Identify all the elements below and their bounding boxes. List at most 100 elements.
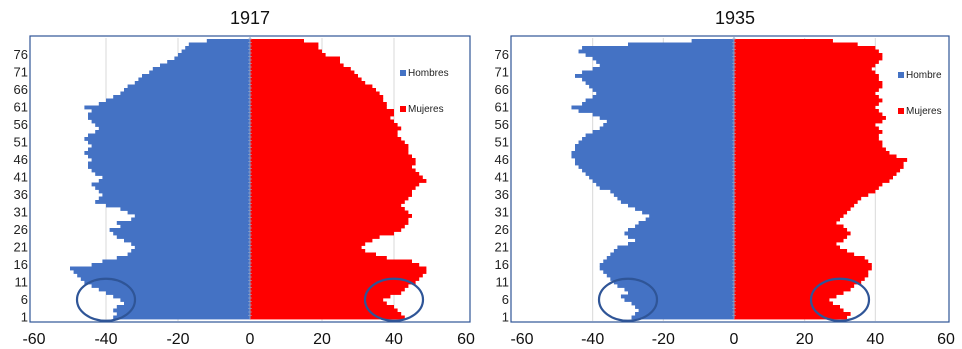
female-bar bbox=[250, 60, 340, 64]
female-bar bbox=[250, 245, 362, 250]
male-bar bbox=[88, 133, 250, 138]
male-bar bbox=[91, 168, 250, 173]
male-bar bbox=[142, 74, 250, 78]
male-bar bbox=[106, 98, 250, 103]
female-bar bbox=[734, 214, 844, 218]
male-bar bbox=[174, 56, 250, 61]
annotation-circle bbox=[809, 277, 871, 322]
male-bar bbox=[113, 95, 250, 99]
female-bar bbox=[250, 228, 402, 232]
female-bar bbox=[734, 137, 879, 141]
male-bar bbox=[610, 277, 734, 281]
x-tick-label: 0 bbox=[730, 331, 739, 348]
y-tick-label: 31 bbox=[14, 204, 28, 219]
male-bar bbox=[628, 235, 734, 239]
female-bar bbox=[250, 130, 398, 134]
male-bar bbox=[578, 49, 734, 54]
male-bar bbox=[188, 42, 250, 47]
male-bar bbox=[127, 210, 250, 215]
female-bar bbox=[250, 165, 412, 169]
male-bar bbox=[599, 116, 734, 120]
female-bar bbox=[734, 88, 879, 92]
male-bar bbox=[628, 291, 734, 295]
male-bar bbox=[88, 147, 250, 152]
female-bar bbox=[734, 270, 869, 274]
male-bar bbox=[585, 98, 734, 103]
female-bar bbox=[734, 154, 897, 159]
male-bar bbox=[635, 207, 734, 211]
male-bar bbox=[582, 137, 734, 141]
female-bar bbox=[734, 200, 858, 204]
female-bar bbox=[250, 63, 344, 68]
y-tick-label: 36 bbox=[14, 187, 28, 202]
female-bar bbox=[734, 224, 844, 229]
annotation-circle bbox=[597, 277, 659, 322]
male-bar bbox=[88, 161, 250, 166]
female-bar bbox=[734, 193, 869, 197]
legend-swatch bbox=[898, 108, 904, 114]
female-bar bbox=[734, 105, 876, 110]
male-bar bbox=[95, 130, 250, 134]
chart-title: 1917 bbox=[230, 8, 270, 28]
male-bar bbox=[620, 200, 734, 204]
female-bar bbox=[734, 228, 848, 232]
female-bar bbox=[250, 217, 409, 222]
male-bar bbox=[585, 53, 734, 57]
y-tick-label: 61 bbox=[14, 99, 28, 114]
female-bar bbox=[250, 67, 351, 71]
male-bar bbox=[91, 119, 250, 124]
female-bar bbox=[734, 60, 879, 64]
male-bar bbox=[98, 196, 250, 201]
female-bar bbox=[250, 39, 304, 43]
female-bar bbox=[734, 74, 879, 78]
annotation-circle bbox=[363, 277, 425, 322]
x-tick-label: -60 bbox=[22, 331, 45, 348]
female-bar bbox=[250, 84, 373, 89]
female-bar bbox=[734, 140, 883, 145]
male-bar bbox=[635, 224, 734, 229]
female-bar bbox=[250, 74, 358, 78]
female-bar bbox=[734, 84, 883, 89]
y-tick-label: 51 bbox=[495, 134, 509, 149]
male-bar bbox=[70, 266, 250, 271]
male-bar bbox=[106, 203, 250, 208]
male-bar bbox=[603, 259, 734, 264]
female-bar bbox=[734, 308, 844, 313]
male-bar bbox=[599, 263, 734, 267]
male-bar bbox=[582, 70, 734, 75]
y-tick-label: 26 bbox=[495, 222, 509, 237]
x-tick-label: 20 bbox=[313, 331, 331, 348]
female-bar bbox=[734, 242, 837, 246]
female-bar bbox=[734, 189, 876, 194]
male-bar bbox=[571, 105, 734, 110]
female-bar bbox=[250, 49, 322, 54]
female-bar bbox=[734, 168, 901, 173]
male-bar bbox=[84, 151, 251, 155]
male-bar bbox=[102, 259, 251, 264]
female-bar bbox=[734, 126, 879, 131]
female-bar bbox=[250, 172, 420, 176]
female-bar bbox=[250, 294, 391, 299]
male-bar bbox=[613, 280, 734, 285]
y-tick-label: 1 bbox=[502, 309, 509, 324]
legend-swatch bbox=[400, 106, 406, 112]
male-bar bbox=[585, 81, 734, 85]
female-bar bbox=[250, 179, 427, 183]
female-bar bbox=[250, 147, 409, 152]
male-bar bbox=[109, 228, 250, 232]
male-bar bbox=[582, 168, 734, 173]
female-bar bbox=[250, 203, 402, 208]
male-bar bbox=[113, 231, 250, 236]
female-bar bbox=[734, 256, 865, 260]
female-bar bbox=[734, 217, 840, 222]
male-bar bbox=[98, 189, 250, 194]
female-bar bbox=[250, 291, 402, 295]
male-bar bbox=[206, 39, 250, 43]
male-bar bbox=[603, 123, 734, 127]
female-bar bbox=[250, 133, 398, 138]
male-bar bbox=[613, 193, 734, 197]
female-bar bbox=[250, 238, 373, 243]
male-bar bbox=[178, 53, 250, 57]
female-bar bbox=[734, 294, 837, 299]
legend-label: Mujeres bbox=[408, 104, 444, 115]
